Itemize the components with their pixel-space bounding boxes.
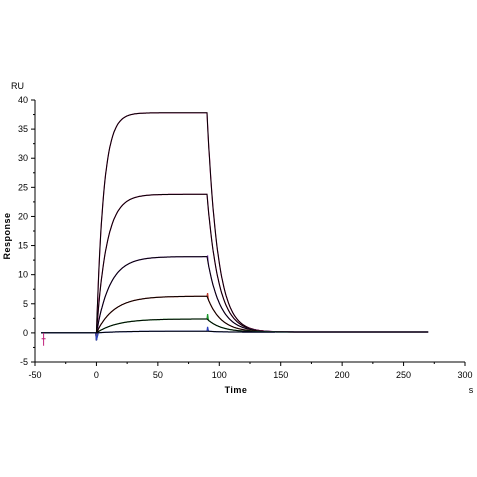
y-tick-label: 40 (18, 95, 28, 105)
x-unit-label: s (469, 385, 474, 395)
y-ticks: -5 0 5 10 15 20 25 30 35 40 (18, 95, 35, 367)
y-tick-label: 0 (23, 328, 28, 338)
x-tick-label: 100 (212, 370, 227, 380)
y-tick-label: 15 (18, 241, 28, 251)
x-tick-label: 150 (273, 370, 288, 380)
y-axis-title: Response (2, 212, 12, 259)
x-axis-title: Time (225, 385, 248, 395)
y-tick-label: 35 (18, 124, 28, 134)
curves (41, 112, 429, 346)
baseline-artifact (41, 332, 46, 346)
y-tick-label: 5 (23, 299, 28, 309)
fit-line-6 (41, 330, 429, 334)
x-tick-label: 250 (396, 370, 411, 380)
axes (34, 100, 465, 363)
y-tick-label: 30 (18, 153, 28, 163)
y-unit-label: RU (11, 81, 24, 91)
x-ticks: -50 0 50 100 150 200 250 300 (28, 362, 473, 380)
x-tick-label: 50 (153, 370, 163, 380)
y-tick-label: -5 (20, 357, 28, 367)
x-tick-label: 300 (457, 370, 472, 380)
y-tick-label: 25 (18, 182, 28, 192)
y-tick-label: 20 (18, 211, 28, 221)
x-tick-label: 200 (335, 370, 350, 380)
x-tick-label: -50 (28, 370, 41, 380)
y-tick-label: 10 (18, 270, 28, 280)
x-tick-label: 0 (94, 370, 99, 380)
